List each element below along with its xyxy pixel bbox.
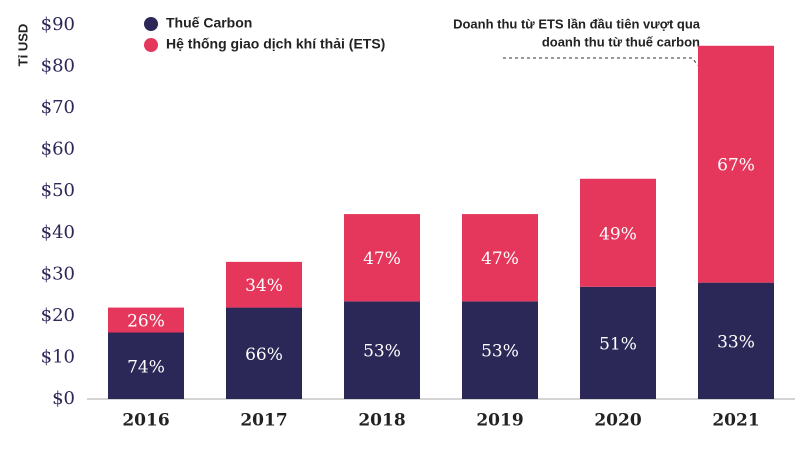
y-tick-label: $50 [41, 180, 75, 201]
bar-segment [698, 45, 774, 283]
y-tick-label: $20 [41, 305, 75, 326]
annotation: doanh thu từ thuế carbon [542, 34, 700, 49]
bar-segment [580, 178, 656, 287]
y-tick-label: $40 [41, 222, 75, 243]
annotation-leader [503, 57, 713, 83]
y-axis-label: Tỉ USD [15, 24, 30, 67]
y-tick-label: $60 [41, 139, 75, 160]
legend-marker [144, 38, 158, 52]
bar-segment [226, 307, 302, 399]
x-tick-label: 2016 [122, 411, 169, 431]
percent-label: 53% [481, 342, 519, 362]
bar-segment [580, 286, 656, 399]
x-tick-label: 2020 [594, 411, 641, 431]
bar-segment [108, 332, 184, 399]
x-tick-label: 2019 [476, 411, 523, 431]
y-tick-label: $90 [41, 14, 75, 35]
legend-marker [144, 17, 158, 31]
percent-label: 26% [127, 312, 165, 332]
y-tick-label: $0 [52, 388, 75, 409]
bar-segment [462, 301, 538, 399]
x-tick-label: 2017 [240, 411, 287, 431]
percent-label: 66% [245, 345, 283, 365]
percent-label: 33% [717, 332, 755, 352]
legend-label: Hệ thống giao dịch khí thải (ETS) [166, 36, 385, 52]
bar-segment [462, 214, 538, 302]
y-tick-label: $30 [41, 263, 75, 284]
percent-label: 53% [363, 342, 401, 362]
bar-segment [108, 307, 184, 333]
percent-label: 74% [127, 357, 165, 377]
bar-segment [698, 282, 774, 399]
percent-label: 47% [363, 249, 401, 269]
percent-label: 49% [599, 224, 637, 244]
legend-label: Thuế Carbon [166, 15, 252, 31]
percent-label: 34% [245, 276, 283, 296]
y-tick-label: $80 [41, 56, 75, 77]
y-tick-label: $10 [41, 346, 75, 367]
x-tick-label: 2021 [712, 411, 759, 431]
percent-label: 47% [481, 249, 519, 269]
annotation: Doanh thu từ ETS lần đầu tiên vượt qua [453, 16, 701, 31]
bar-segment [344, 301, 420, 399]
x-tick-label: 2018 [358, 411, 405, 431]
bar-segment [226, 261, 302, 308]
percent-label: 67% [717, 156, 755, 176]
percent-label: 51% [599, 334, 637, 354]
bar-segment [344, 214, 420, 302]
y-tick-label: $70 [41, 97, 75, 118]
